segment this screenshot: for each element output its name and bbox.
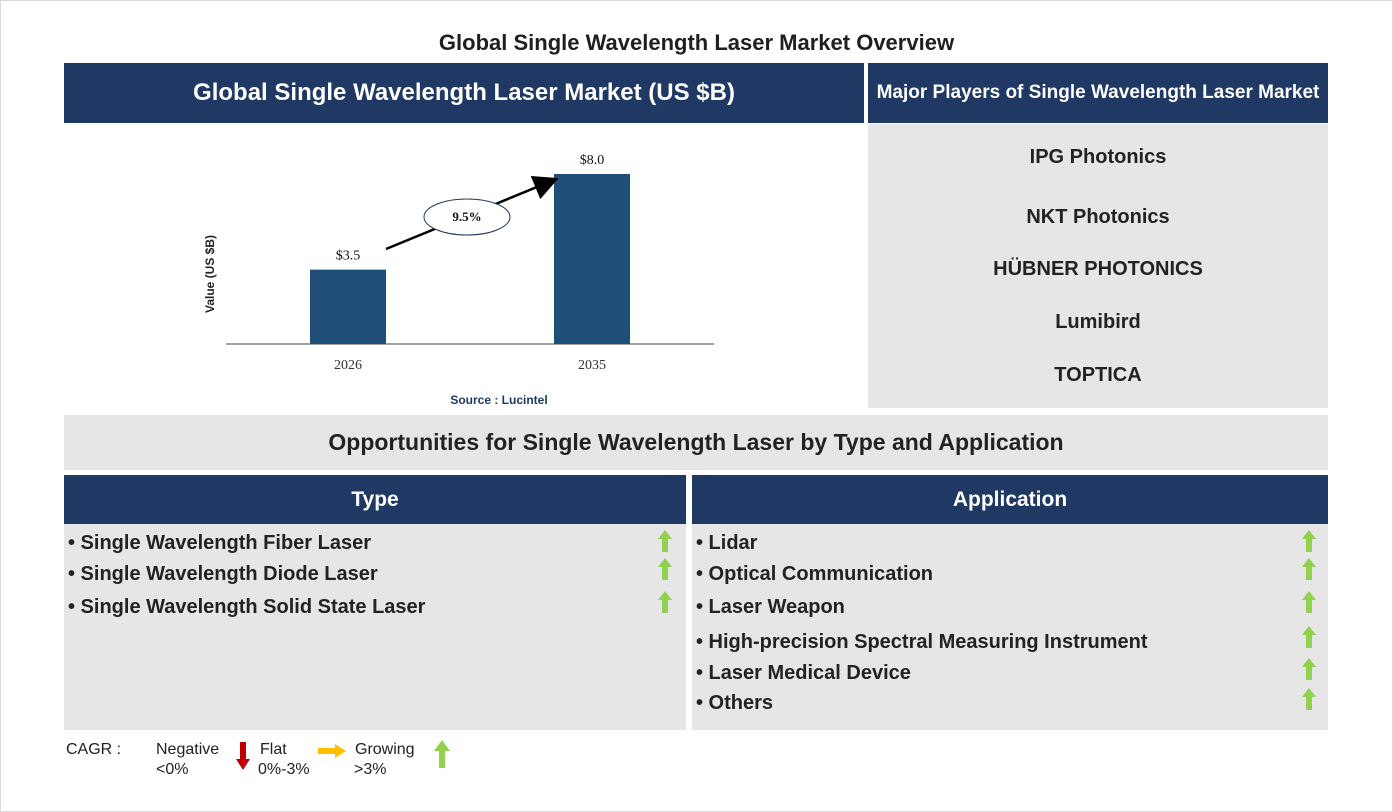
cagr-label: 9.5%	[452, 209, 481, 224]
application-item-laser-weapon: • Laser Weapon	[696, 596, 845, 618]
application-item-lidar: • Lidar	[696, 532, 758, 554]
x-tick-2026: 2026	[334, 358, 362, 373]
growing-arrow-icon	[1302, 658, 1316, 680]
data-label-2035: $8.0	[580, 153, 605, 168]
players-panel-title: Major Players of Single Wavelength Laser…	[868, 63, 1328, 123]
player-nkt-photonics: NKT Photonics	[1026, 206, 1170, 228]
type-item-diode-laser: • Single Wavelength Diode Laser	[68, 563, 378, 585]
application-item-laser-medical-device: • Laser Medical Device	[696, 662, 911, 684]
opportunities-title: Opportunities for Single Wavelength Lase…	[64, 415, 1328, 470]
bar-2035	[554, 174, 630, 344]
market-panel-title: Global Single Wavelength Laser Market (U…	[64, 63, 864, 123]
up-arrow-icon	[434, 740, 450, 768]
type-column-header: Type	[64, 475, 686, 524]
player-ipg-photonics: IPG Photonics	[1029, 146, 1167, 168]
data-label-2026: $3.5	[336, 249, 361, 264]
growing-arrow-icon	[658, 530, 672, 552]
growing-arrow-icon	[658, 591, 672, 613]
type-item-solid-state-laser: • Single Wavelength Solid State Laser	[68, 596, 426, 618]
legend-cagr-label: CAGR :	[66, 741, 122, 758]
application-column-header: Application	[692, 475, 1328, 524]
player-hubner-photonics: HÜBNER PHOTONICS	[993, 258, 1203, 280]
type-list: • Single Wavelength Fiber Laser • Single…	[64, 524, 686, 730]
legend-growing-range: >3%	[354, 761, 387, 778]
growing-arrow-icon	[1302, 688, 1316, 710]
cagr-bubble	[423, 198, 511, 236]
growing-arrow-icon	[1302, 558, 1316, 580]
growing-arrow-icon	[1302, 591, 1316, 613]
application-item-optical-communication: • Optical Communication	[696, 563, 934, 585]
application-item-spectral-instrument: • High-precision Spectral Measuring Inst…	[696, 631, 1148, 653]
legend-flat-range: 0%-3%	[258, 761, 310, 778]
x-tick-2035: 2035	[578, 358, 606, 373]
legend-growing-label: Growing	[355, 741, 415, 758]
right-arrow-icon	[318, 744, 346, 758]
type-item-fiber-laser: • Single Wavelength Fiber Laser	[68, 532, 371, 554]
page-title: Global Single Wavelength Laser Market Ov…	[438, 30, 955, 55]
y-axis-label: Value (US $B)	[203, 235, 217, 313]
chart-source: Source : Lucintel	[450, 393, 547, 407]
application-item-others: • Others	[696, 692, 774, 714]
players-panel: IPG Photonics NKT Photonics HÜBNER PHOTO…	[868, 124, 1328, 408]
legend-negative-range: <0%	[156, 761, 189, 778]
bar-chart-svg: $3.5 2026 $8.0 2035 Value (US $B) 9.5% Sour…	[203, 153, 714, 407]
bar-2026	[310, 269, 386, 344]
player-toptica: TOPTICA	[1054, 364, 1142, 386]
market-chart: $3.5 2026 $8.0 2035 Value (US $B) 9.5% Sour…	[64, 124, 864, 410]
legend-flat-label: Flat	[260, 741, 287, 758]
growing-arrow-icon	[1302, 530, 1316, 552]
player-lumibird: Lumibird	[1055, 311, 1141, 333]
application-list: • Lidar • Optical Communication • Laser …	[692, 524, 1328, 730]
growing-arrow-icon	[658, 558, 672, 580]
legend-negative-label: Negative	[156, 741, 220, 758]
growing-arrow-icon	[1302, 626, 1316, 648]
down-arrow-icon	[236, 742, 250, 770]
